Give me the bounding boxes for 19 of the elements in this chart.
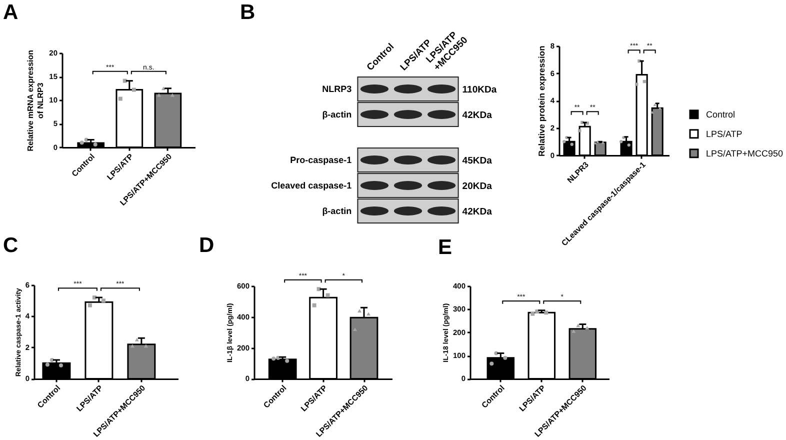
- category-label: 42KDa: [462, 206, 492, 218]
- category-label: β-actin: [322, 110, 352, 120]
- text: B: [240, 1, 256, 24]
- category-label: NLRP3: [322, 84, 352, 94]
- legend-label: LPS/ATP: [706, 128, 742, 139]
- y-axis-title: Relative mRNA expression of NLRP3: [26, 50, 46, 151]
- category-label: Pro-caspase-1: [290, 155, 352, 166]
- legend-label: Control: [706, 109, 735, 120]
- category-label: β-actin: [322, 206, 352, 216]
- category-label: 110KDa: [462, 84, 497, 96]
- category-label: 45KDa: [462, 155, 492, 166]
- chart-title: A: [3, 1, 18, 24]
- chart-title: D: [199, 234, 214, 257]
- category-label: Cleaved caspase-1: [271, 180, 352, 191]
- chart-title: E: [438, 236, 452, 259]
- category-label: 42KDa: [462, 110, 492, 121]
- y-axis-title: Relative protein expression: [536, 46, 546, 157]
- category-label: 20KDa: [462, 180, 492, 192]
- chart-title: C: [3, 234, 18, 257]
